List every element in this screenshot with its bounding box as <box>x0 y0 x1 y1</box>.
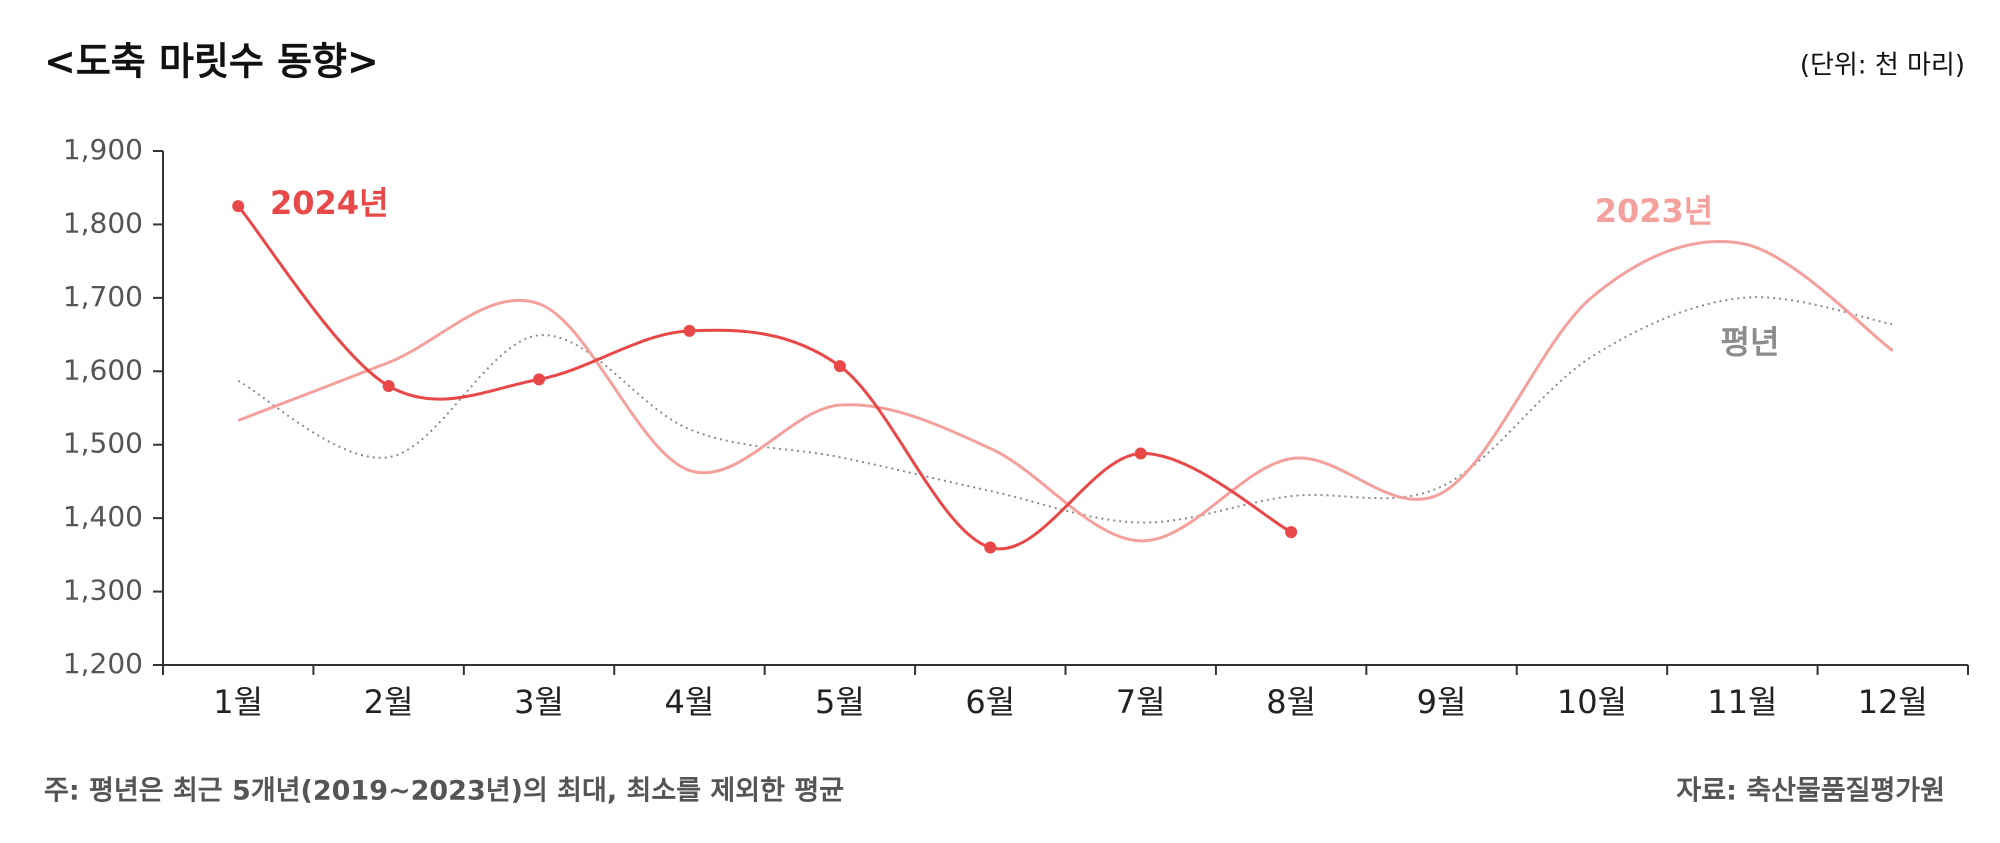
series-line <box>237 239 1894 543</box>
x-tick-label: 1월 <box>213 683 263 721</box>
x-tick-label: 11월 <box>1707 683 1777 721</box>
x-tick-label: 3월 <box>514 683 564 721</box>
point <box>533 373 546 386</box>
point <box>1285 526 1298 539</box>
y-tick-label: 1,500 <box>63 427 143 460</box>
y-tick-label: 1,200 <box>63 647 143 680</box>
series-line <box>237 205 1292 551</box>
y-tick-label: 1,900 <box>63 133 143 166</box>
point <box>984 541 997 554</box>
x-tick-label: 5월 <box>815 683 865 721</box>
y-tick-label: 1,700 <box>63 280 143 313</box>
series-label: 2024년 <box>270 184 389 222</box>
x-tick-label: 2월 <box>364 683 414 721</box>
series-line <box>237 296 1893 524</box>
point <box>683 324 696 337</box>
unit-label: (단위: 천 마리) <box>1800 51 1965 81</box>
x-tick-label: 10월 <box>1557 683 1627 721</box>
x-tick-label: 12월 <box>1858 683 1928 721</box>
x-tick-label: 6월 <box>965 683 1015 721</box>
source: 자료: 축산물품질평가원 <box>1676 776 1945 807</box>
note: 주: 평년은 최근 5개년(2019~2023년)의 최대, 최소를 제외한 평… <box>44 776 844 807</box>
y-tick-label: 1,400 <box>63 500 143 533</box>
point <box>382 379 395 392</box>
series-label: 평년 <box>1721 323 1780 361</box>
x-tick-label: 8월 <box>1266 683 1316 721</box>
x-tick-label: 4월 <box>665 683 715 721</box>
point <box>1134 447 1147 460</box>
chart-title: <도축 마릿수 동향> <box>44 40 379 84</box>
y-tick-label: 1,300 <box>63 574 143 607</box>
point <box>232 200 245 213</box>
x-tick-label: 7월 <box>1116 683 1166 721</box>
x-tick-label: 9월 <box>1417 683 1467 721</box>
series-label: 2023년 <box>1595 192 1714 230</box>
point <box>833 360 846 373</box>
y-tick-label: 1,800 <box>63 206 143 239</box>
y-tick-label: 1,600 <box>63 353 143 386</box>
